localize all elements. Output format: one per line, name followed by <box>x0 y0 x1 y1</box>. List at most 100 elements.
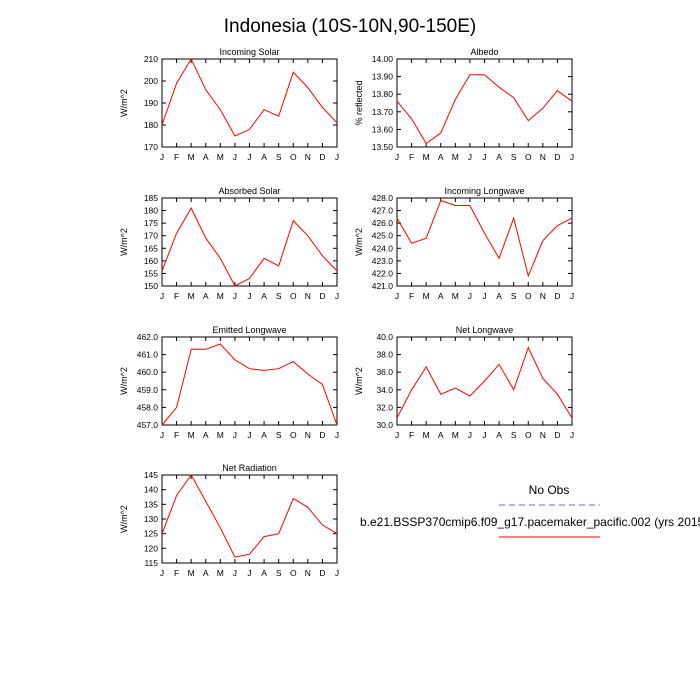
y-tick-label: 14.00 <box>372 54 394 64</box>
x-tick-label: M <box>452 152 459 162</box>
x-tick-label: N <box>305 291 311 301</box>
y-tick-label: 424.0 <box>372 243 394 253</box>
y-tick-label: 13.90 <box>372 72 394 82</box>
x-tick-label: J <box>570 152 574 162</box>
x-tick-label: J <box>247 430 251 440</box>
y-axis-label: W/m^2 <box>354 228 364 256</box>
y-tick-label: 422.0 <box>372 268 394 278</box>
x-tick-label: J <box>247 568 251 578</box>
x-tick-label: A <box>203 568 209 578</box>
x-tick-label: M <box>423 430 430 440</box>
y-tick-label: 462.0 <box>137 332 159 342</box>
series-line <box>396 74 573 145</box>
y-tick-label: 13.50 <box>372 142 394 152</box>
panel-title: Emitted Longwave <box>212 325 286 335</box>
series-line <box>161 207 338 287</box>
x-tick-label: M <box>452 291 459 301</box>
x-tick-label: J <box>482 291 486 301</box>
plot-frame <box>396 197 573 287</box>
plot-frame <box>396 58 573 148</box>
x-tick-label: A <box>496 430 502 440</box>
x-tick-label: O <box>290 430 297 440</box>
x-tick-label: N <box>305 152 311 162</box>
x-tick-label: D <box>319 430 325 440</box>
y-axis-label: W/m^2 <box>119 505 129 533</box>
y-tick-label: 185 <box>144 193 158 203</box>
x-tick-label: A <box>496 291 502 301</box>
panel-emitted-longwave: Emitted Longwave W/m^2 457.0 458.0 459.0 460.… <box>119 325 339 440</box>
y-tick-label: 38.0 <box>376 350 393 360</box>
y-axis-label: W/m^2 <box>354 367 364 395</box>
x-tick-label: F <box>174 568 179 578</box>
y-tick-label: 180 <box>144 120 158 130</box>
panel-net-radiation: Net Radiation W/m^2 115 120 125 130 135 140 145 J… <box>119 463 339 578</box>
y-tick-label: 461.0 <box>137 350 159 360</box>
x-tick-label: J <box>160 430 164 440</box>
x-tick-label: N <box>540 430 546 440</box>
y-tick-label: 459.0 <box>137 385 159 395</box>
x-tick-label: M <box>452 430 459 440</box>
series-line <box>161 474 338 558</box>
y-tick-label: 135 <box>144 499 158 509</box>
x-tick-label: M <box>217 291 224 301</box>
series-line <box>396 346 573 419</box>
y-tick-label: 200 <box>144 76 158 86</box>
y-tick-label: 423.0 <box>372 256 394 266</box>
x-tick-label: A <box>203 152 209 162</box>
y-tick-label: 180 <box>144 206 158 216</box>
x-tick-label: N <box>540 152 546 162</box>
x-tick-label: M <box>217 430 224 440</box>
legend-obs-label: No Obs <box>529 483 570 497</box>
series-line <box>161 343 338 426</box>
y-tick-label: 150 <box>144 281 158 291</box>
y-tick-label: 40.0 <box>376 332 393 342</box>
x-tick-label: M <box>188 430 195 440</box>
x-tick-label: A <box>438 291 444 301</box>
y-tick-label: 210 <box>144 54 158 64</box>
x-tick-label: O <box>290 568 297 578</box>
x-tick-label: S <box>511 430 517 440</box>
y-tick-label: 36.0 <box>376 367 393 377</box>
x-tick-label: A <box>203 291 209 301</box>
panel-title: Incoming Solar <box>219 47 279 57</box>
y-tick-label: 120 <box>144 543 158 553</box>
x-tick-label: A <box>261 568 267 578</box>
x-tick-label: F <box>174 430 179 440</box>
figure-title: Indonesia (10S-10N,90-150E) <box>224 16 476 37</box>
x-tick-label: J <box>335 568 339 578</box>
y-tick-label: 125 <box>144 529 158 539</box>
y-tick-label: 427.0 <box>372 206 394 216</box>
x-tick-label: D <box>319 152 325 162</box>
x-tick-label: N <box>540 291 546 301</box>
y-tick-label: 170 <box>144 231 158 241</box>
y-tick-label: 130 <box>144 514 158 524</box>
x-tick-label: J <box>335 152 339 162</box>
x-tick-label: A <box>203 430 209 440</box>
x-tick-label: D <box>554 152 560 162</box>
plot-frame <box>161 58 338 148</box>
x-tick-label: M <box>188 568 195 578</box>
y-tick-label: 115 <box>144 558 158 568</box>
panel-net-longwave: Net Longwave W/m^2 30.0 32.0 34.0 36.0 38.0 40.… <box>354 325 574 440</box>
x-tick-label: J <box>247 291 251 301</box>
y-tick-label: 30.0 <box>376 420 393 430</box>
x-tick-label: S <box>276 430 282 440</box>
panel-incoming-longwave: Incoming Longwave W/m^2 421.0 422.0 423.0 424… <box>354 186 574 301</box>
y-tick-label: 13.60 <box>372 124 394 134</box>
x-tick-label: J <box>335 430 339 440</box>
y-tick-label: 13.80 <box>372 89 394 99</box>
x-tick-label: J <box>468 291 472 301</box>
x-tick-label: D <box>319 291 325 301</box>
y-tick-label: 34.0 <box>376 385 393 395</box>
x-tick-label: S <box>276 568 282 578</box>
x-tick-label: J <box>482 430 486 440</box>
x-tick-label: J <box>233 568 237 578</box>
y-tick-label: 458.0 <box>137 402 159 412</box>
x-tick-label: A <box>261 430 267 440</box>
y-tick-label: 425.0 <box>372 231 394 241</box>
x-tick-label: O <box>525 430 532 440</box>
x-tick-label: J <box>468 152 472 162</box>
x-tick-label: J <box>160 152 164 162</box>
